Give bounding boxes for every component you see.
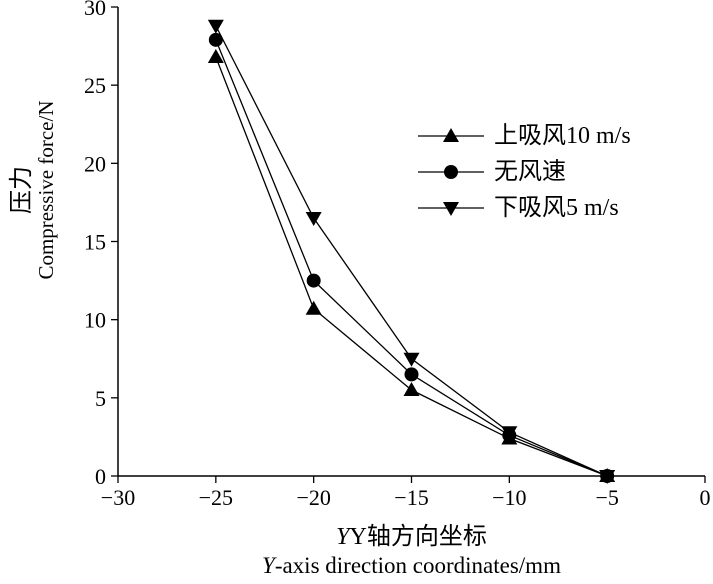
series-line bbox=[215, 39, 608, 477]
y-tick-label: 15 bbox=[84, 230, 106, 255]
y-tick-label: 10 bbox=[84, 308, 106, 333]
x-axis-label-cn-text: Y轴方向坐标 bbox=[349, 524, 487, 550]
x-tick-label: −25 bbox=[199, 485, 233, 510]
legend-item: 无风速 bbox=[418, 154, 631, 190]
y-tick-label: 30 bbox=[84, 0, 106, 20]
x-axis-label-en: Y-axis direction coordinates/mm bbox=[262, 553, 561, 578]
circle-marker-icon bbox=[418, 165, 484, 179]
legend-label: 无风速 bbox=[494, 159, 566, 185]
data-point-triangle-down bbox=[501, 426, 518, 441]
x-tick-label: −10 bbox=[492, 485, 526, 510]
data-point-triangle-down bbox=[403, 352, 420, 367]
data-point-triangle-down bbox=[599, 470, 616, 484]
y-tick-label: 20 bbox=[84, 151, 106, 176]
data-point-circle bbox=[404, 367, 419, 382]
triangle-up-marker-icon bbox=[418, 128, 484, 142]
triangle-down-marker-icon bbox=[418, 202, 484, 216]
data-point-circle bbox=[306, 273, 321, 288]
y-axis-label-en: Compressive force/N bbox=[34, 100, 58, 280]
x-tick-label: −30 bbox=[101, 485, 135, 510]
x-tick-label: 0 bbox=[700, 485, 711, 510]
x-axis-label-en-text: -axis direction coordinates/mm bbox=[274, 553, 561, 578]
data-point-triangle-up bbox=[403, 382, 420, 397]
y-tick-label: 0 bbox=[95, 464, 106, 489]
series-line bbox=[215, 25, 608, 477]
data-point-triangle-down bbox=[207, 19, 224, 34]
x-tick-label: −15 bbox=[394, 485, 428, 510]
legend-item: 下吸风5 m/s bbox=[418, 190, 631, 226]
data-point-triangle-up bbox=[207, 49, 224, 64]
legend-item: 上吸风10 m/s bbox=[418, 118, 631, 154]
y-axis-label-cn: 压力 bbox=[9, 166, 35, 214]
x-tick-label: −20 bbox=[296, 485, 330, 510]
data-point-triangle-down bbox=[305, 212, 322, 227]
x-tick-label: −5 bbox=[595, 485, 618, 510]
legend: 上吸风10 m/s 无风速 下吸风5 m/s bbox=[418, 118, 631, 226]
y-tick-label: 5 bbox=[95, 386, 106, 411]
y-axis-label: 压力 Compressive force/N bbox=[9, 5, 58, 375]
legend-label: 下吸风5 m/s bbox=[494, 195, 619, 221]
x-axis-label-cn: YY轴方向坐标 bbox=[336, 524, 487, 550]
data-point-triangle-up bbox=[305, 300, 322, 315]
y-tick-label: 25 bbox=[84, 73, 106, 98]
legend-label: 上吸风10 m/s bbox=[494, 123, 631, 149]
data-point-circle bbox=[208, 32, 223, 47]
